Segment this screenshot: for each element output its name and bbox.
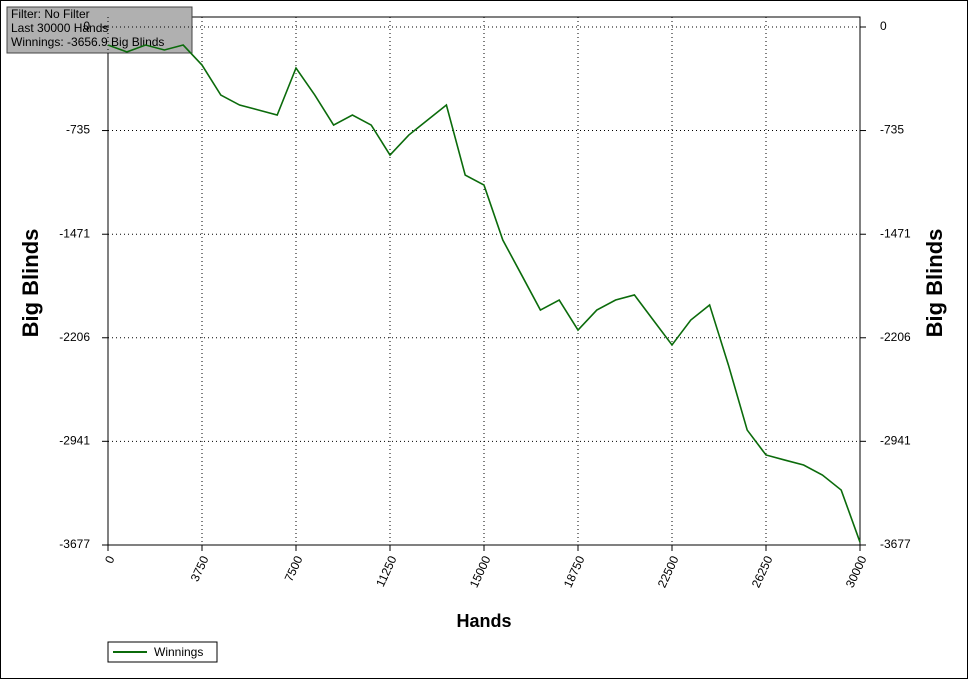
legend-label: Winnings: [154, 645, 203, 659]
y2-tick-label: -1471: [880, 226, 911, 240]
y2-tick-label: -2206: [880, 330, 911, 344]
x-axis-title: Hands: [456, 611, 511, 631]
y2-axis-title: Big Blinds: [922, 229, 947, 338]
info-line: Last 30000 Hands: [11, 21, 108, 35]
y-tick-label: -1471: [59, 226, 90, 240]
y2-tick-label: -2941: [880, 433, 911, 447]
y-tick-label: 0: [83, 19, 90, 33]
info-box-bg: [6, 6, 193, 54]
legend: [107, 641, 218, 663]
y-axis-title: Big Blinds: [18, 229, 43, 338]
y2-tick-label: -735: [880, 123, 904, 137]
info-line: Filter: No Filter: [11, 7, 90, 21]
info-box: Filter: No Filter Last 30000 Hands Winni…: [6, 6, 193, 54]
y-tick-label: -735: [66, 123, 90, 137]
y-tick-label: -2206: [59, 330, 90, 344]
y2-tick-label: 0: [880, 19, 887, 33]
y-tick-label: -2941: [59, 433, 90, 447]
y2-tick-label: -3677: [880, 537, 911, 551]
info-line: Winnings: -3656.9 Big Blinds: [11, 35, 164, 49]
y-tick-label: -3677: [59, 537, 90, 551]
line-series: [107, 44, 861, 543]
